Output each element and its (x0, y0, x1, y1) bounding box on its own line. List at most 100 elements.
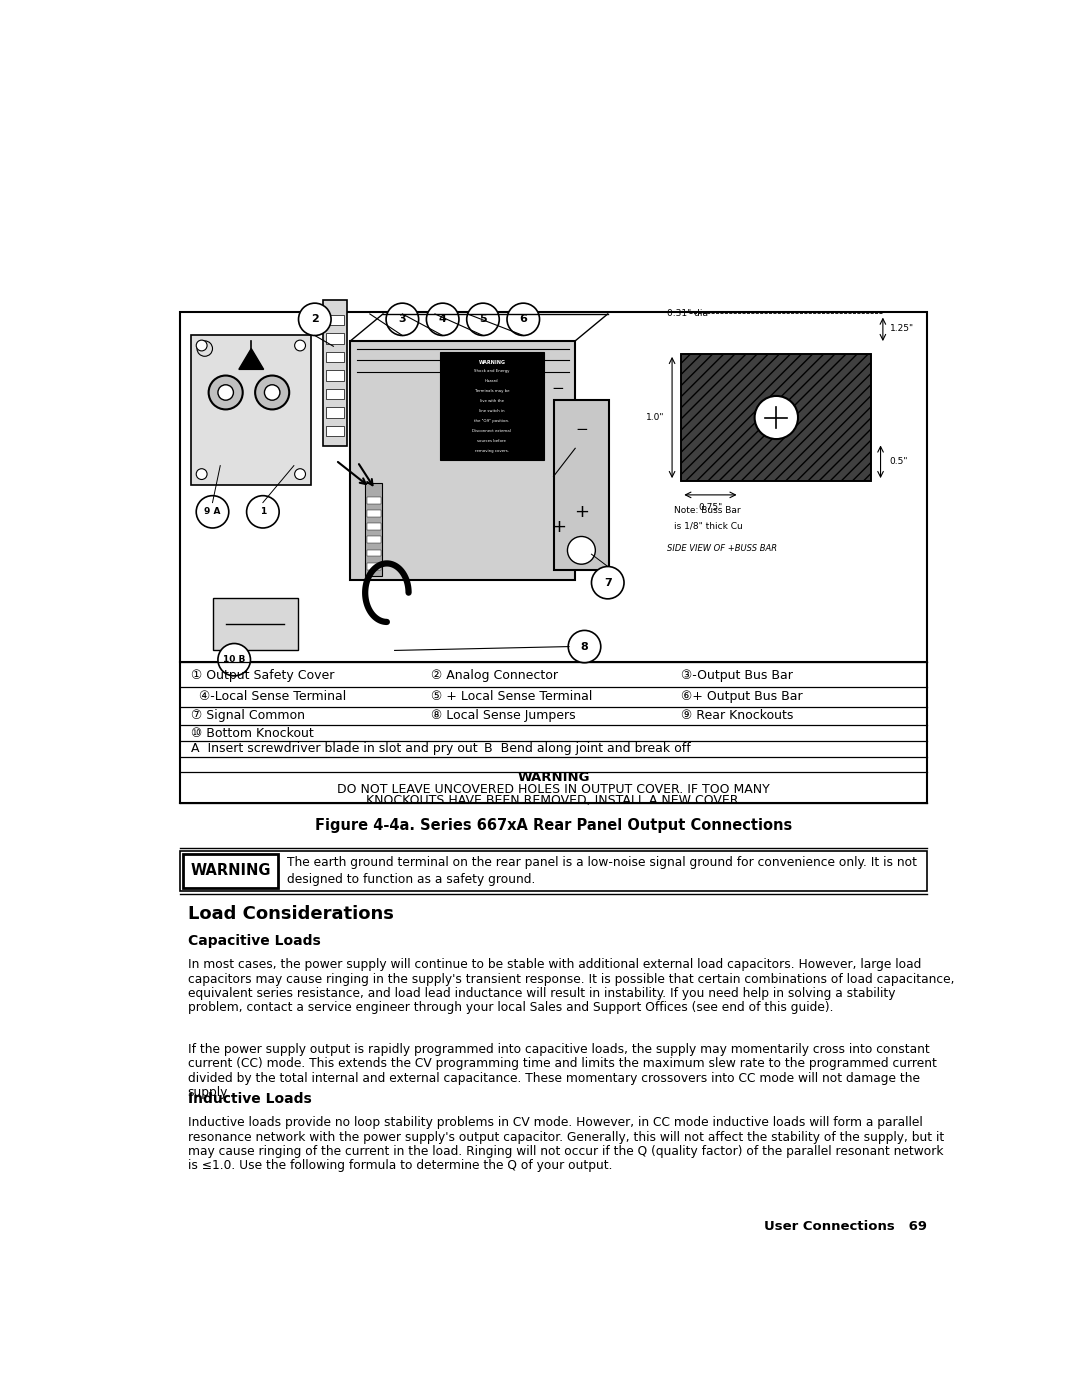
Text: 1.25": 1.25" (890, 324, 914, 332)
Text: 0.5": 0.5" (890, 457, 908, 467)
Bar (367, 549, 380, 556)
Circle shape (208, 376, 243, 409)
Bar (180, 851, 927, 891)
Text: 1: 1 (260, 507, 266, 517)
Text: In most cases, the power supply will continue to be stable with additional exter: In most cases, the power supply will con… (188, 958, 921, 971)
Circle shape (467, 303, 499, 335)
Text: Disconnect external: Disconnect external (472, 429, 511, 433)
Text: line switch in: line switch in (480, 409, 504, 414)
Text: may cause ringing of the current in the load. Ringing will not occur if the Q (q: may cause ringing of the current in the … (188, 1144, 943, 1158)
Text: ② Analog Connector: ② Analog Connector (431, 669, 558, 682)
Text: KNOCKOUTS HAVE BEEN REMOVED, INSTALL A NEW COVER.: KNOCKOUTS HAVE BEEN REMOVED, INSTALL A N… (365, 793, 742, 807)
Bar (180, 312, 927, 662)
Bar (326, 334, 345, 344)
Text: 10 B: 10 B (222, 655, 245, 664)
Circle shape (298, 303, 332, 335)
Text: 7: 7 (604, 578, 611, 588)
Text: equivalent series resistance, and load lead inductance will result in instabilit: equivalent series resistance, and load l… (188, 986, 895, 1000)
Circle shape (295, 469, 306, 479)
Text: Inductive loads provide no loop stability problems in CV mode. However, in CC mo: Inductive loads provide no loop stabilit… (188, 1116, 922, 1129)
Text: 0.31" dia: 0.31" dia (667, 309, 708, 317)
Bar (367, 497, 380, 504)
Text: Shock and Energy: Shock and Energy (474, 369, 510, 373)
Text: Note: Buss Bar: Note: Buss Bar (674, 506, 740, 514)
Text: ⑥+ Output Bus Bar: ⑥+ Output Bus Bar (681, 690, 804, 703)
Bar (365, 483, 382, 576)
Text: problem, contact a service engineer through your local Sales and Support Offices: problem, contact a service engineer thro… (188, 1002, 833, 1014)
Text: The earth ground terminal on the rear panel is a low-noise signal ground for con: The earth ground terminal on the rear pa… (287, 856, 917, 869)
Text: SIDE VIEW OF +BUSS BAR: SIDE VIEW OF +BUSS BAR (667, 545, 778, 553)
Text: current (CC) mode. This extends the CV programming time and limits the maximum s: current (CC) mode. This extends the CV p… (188, 1058, 936, 1070)
Text: 8: 8 (581, 641, 589, 651)
Text: Figure 4-4a. Series 667xA Rear Panel Output Connections: Figure 4-4a. Series 667xA Rear Panel Out… (315, 819, 792, 834)
Text: 2: 2 (311, 314, 319, 324)
Circle shape (265, 384, 280, 400)
Text: If the power supply output is rapidly programmed into capacitive loads, the supp: If the power supply output is rapidly pr… (188, 1044, 930, 1056)
Text: DO NOT LEAVE UNCOVERED HOLES IN OUTPUT COVER. IF TOO MANY: DO NOT LEAVE UNCOVERED HOLES IN OUTPUT C… (337, 782, 770, 795)
Text: B  Bend along joint and break off: B Bend along joint and break off (484, 742, 690, 756)
Circle shape (197, 496, 229, 528)
Text: +: + (573, 503, 589, 521)
Bar (681, 353, 872, 481)
Circle shape (255, 376, 289, 409)
Text: ⑨ Rear Knockouts: ⑨ Rear Knockouts (681, 710, 794, 722)
Text: ⑦ Signal Common: ⑦ Signal Common (191, 710, 305, 722)
Text: 4: 4 (438, 314, 447, 324)
Text: sources before: sources before (477, 440, 507, 443)
Circle shape (568, 630, 600, 662)
Circle shape (295, 339, 306, 351)
Text: designed to function as a safety ground.: designed to function as a safety ground. (287, 873, 536, 886)
Text: removing covers.: removing covers. (475, 450, 509, 454)
Circle shape (218, 644, 251, 676)
Circle shape (197, 339, 207, 351)
Text: WARNING: WARNING (190, 863, 271, 879)
Text: ⑧ Local Sense Jumpers: ⑧ Local Sense Jumpers (431, 710, 576, 722)
Text: WARNING: WARNING (517, 771, 590, 784)
Circle shape (387, 303, 419, 335)
Text: ④-Local Sense Terminal: ④-Local Sense Terminal (191, 690, 346, 703)
Bar (367, 563, 380, 570)
Circle shape (246, 496, 279, 528)
Bar (326, 370, 345, 381)
Text: ① Output Safety Cover: ① Output Safety Cover (191, 669, 334, 682)
Circle shape (218, 384, 233, 400)
Text: Terminals may be: Terminals may be (474, 390, 509, 394)
Bar (326, 426, 345, 436)
Text: ⑩ Bottom Knockout: ⑩ Bottom Knockout (191, 726, 313, 740)
Bar (367, 510, 380, 517)
Text: live with the: live with the (480, 400, 504, 404)
Circle shape (567, 536, 595, 564)
Text: −: − (552, 381, 565, 397)
Text: Capacitive Loads: Capacitive Loads (188, 935, 321, 949)
Bar (440, 352, 544, 460)
Circle shape (755, 395, 798, 439)
Text: ⑤ + Local Sense Terminal: ⑤ + Local Sense Terminal (431, 690, 593, 703)
Bar (183, 854, 278, 887)
Bar (554, 400, 609, 570)
Bar (326, 352, 345, 362)
Bar (326, 388, 345, 400)
Bar (323, 300, 348, 447)
Bar (367, 536, 380, 543)
Bar (350, 341, 576, 580)
Text: 6: 6 (519, 314, 527, 324)
Text: divided by the total internal and external capacitance. These momentary crossove: divided by the total internal and extern… (188, 1071, 920, 1084)
Text: +: + (551, 518, 566, 536)
Text: WARNING: WARNING (478, 360, 505, 365)
Text: 0.75": 0.75" (699, 503, 723, 511)
Text: is 1/8" thick Cu: is 1/8" thick Cu (674, 521, 742, 529)
Text: the "Off" position.: the "Off" position. (474, 419, 510, 423)
Text: −: − (575, 422, 588, 437)
Circle shape (197, 341, 213, 356)
Text: supply.: supply. (188, 1085, 230, 1099)
Text: ③-Output Bus Bar: ③-Output Bus Bar (681, 669, 793, 682)
Text: 9 A: 9 A (204, 507, 220, 517)
Polygon shape (239, 349, 264, 369)
Text: Inductive Loads: Inductive Loads (188, 1091, 311, 1105)
Text: is ≤1.0. Use the following formula to determine the Q of your output.: is ≤1.0. Use the following formula to de… (188, 1160, 612, 1172)
Text: User Connections   69: User Connections 69 (764, 1220, 927, 1234)
Text: resonance network with the power supply's output capacitor. Generally, this will: resonance network with the power supply'… (188, 1130, 944, 1144)
Bar (213, 598, 298, 651)
Text: A  Insert screwdriver blade in slot and pry out: A Insert screwdriver blade in slot and p… (191, 742, 477, 756)
Circle shape (427, 303, 459, 335)
